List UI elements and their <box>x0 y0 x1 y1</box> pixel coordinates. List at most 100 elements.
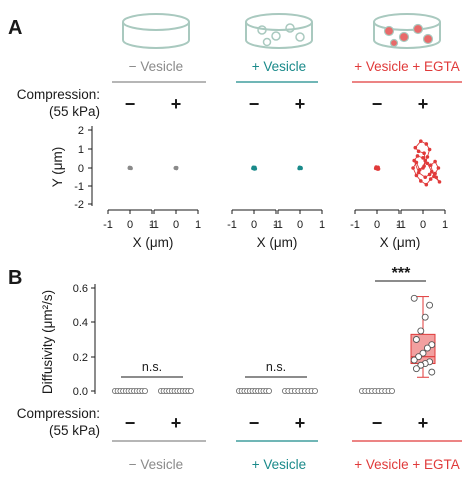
trajectory-point <box>422 164 426 168</box>
x-tick-label: -1 <box>350 219 360 231</box>
data-point <box>417 361 425 369</box>
panel-b-minus-3: − <box>372 413 383 433</box>
panel-a-plus-3: + <box>418 94 429 114</box>
data-point <box>410 356 418 364</box>
panel-a-plus-2: + <box>295 94 306 114</box>
data-point <box>428 341 436 349</box>
x-tick-label: -1 <box>227 219 237 231</box>
panel-b-condition-3-label: + Vesicle + EGTA <box>354 457 460 472</box>
data-point <box>412 336 420 343</box>
data-point <box>423 344 431 352</box>
x-tick-label: 1 <box>273 219 279 231</box>
empty-dish-icon <box>122 13 190 49</box>
x-tick-label: -1 <box>103 219 113 231</box>
panel-a-y-tick-label: 1 <box>78 144 84 156</box>
trajectory-point <box>252 167 257 171</box>
panel-b-minus-1: − <box>125 413 136 433</box>
panel-a-y-axis-label: Y (μm) <box>50 147 65 188</box>
x-tick-label: 0 <box>251 219 257 231</box>
panel-b-y-tick-label: 0.0 <box>73 386 88 398</box>
trajectory-point <box>423 158 428 163</box>
panel-b-label: B <box>8 267 22 289</box>
x-tick-label: 1 <box>396 219 402 231</box>
panel-b-y-tick-label: 0.2 <box>73 352 88 364</box>
trajectory-point <box>414 173 419 178</box>
trajectory-point <box>415 154 420 158</box>
data-point <box>419 349 427 357</box>
trajectory-point <box>419 139 423 143</box>
panel-b-plus-2: + <box>295 413 306 433</box>
trajectory-point <box>424 142 429 146</box>
panel-a-condition-1-label: − Vesicle <box>129 59 183 74</box>
x-tick-label: 0 <box>173 219 179 231</box>
panel-b-plus-1: + <box>171 413 182 433</box>
vesicle-dish-icon <box>245 13 313 49</box>
x-tick-label: 0 <box>297 219 303 231</box>
x-tick-label: 0 <box>420 219 426 231</box>
trajectory-point <box>425 155 430 159</box>
panel-a-condition-3-label: + Vesicle + EGTA <box>354 59 460 74</box>
data-point <box>265 387 272 394</box>
trajectory-point <box>419 179 423 183</box>
panel-b-compression-label: Compression: <box>17 406 100 421</box>
panel-b-y-tick-label: 0.4 <box>73 317 88 329</box>
trajectory-point <box>428 177 433 181</box>
trajectory-point <box>430 169 434 174</box>
trajectory-point <box>427 172 432 177</box>
trajectory-point <box>425 161 430 166</box>
panel-a-x-axis-label: X (μm) <box>133 235 174 250</box>
panel-a-compression-label: Compression: <box>17 87 100 102</box>
trajectory-point <box>417 168 422 172</box>
trajectory-point <box>173 165 178 170</box>
trajectory-point <box>413 145 418 150</box>
x-tick-label: 0 <box>127 219 133 231</box>
panel-b-minus-2: − <box>249 413 260 433</box>
trajectory-point <box>433 159 437 164</box>
x-tick-label: -1 <box>396 219 406 231</box>
panel-b-y-axis-label: Diffusivity (μm²/s) <box>40 290 55 394</box>
panel-b-diffusivity-plot <box>112 294 436 394</box>
trajectory-point <box>433 171 437 176</box>
panel-b-condition-1-label: − Vesicle <box>129 457 183 472</box>
trajectory-point <box>412 158 417 163</box>
panel-a-y-tick-label: -2 <box>74 199 84 211</box>
panel-b-compression-kpa: (55 kPa) <box>49 423 100 438</box>
panel-b-condition-2-label: + Vesicle <box>252 457 306 472</box>
trajectory-point <box>424 182 429 187</box>
panel-b-plus-3: + <box>418 413 429 433</box>
trajectory-point <box>423 175 428 180</box>
x-tick-label: 1 <box>149 219 155 231</box>
data-point <box>412 365 420 373</box>
trajectory-point <box>422 151 426 155</box>
panel-a-y-tick-label: 2 <box>78 125 84 137</box>
panel-b-y-tick-label: 0.6 <box>73 283 88 295</box>
data-point <box>388 387 395 394</box>
x-tick-label: 1 <box>442 219 448 231</box>
trajectory-point <box>411 166 415 170</box>
panel-a-compression-kpa: (55 kPa) <box>49 104 100 119</box>
panel-a-x-axes: -1 0 1-1 0 1 -1 0 1-1 0 1 -1 0 1-1 0 1 <box>103 209 448 231</box>
panel-a-y-axis <box>88 126 93 206</box>
data-point <box>428 368 436 376</box>
trajectory-point <box>416 149 421 154</box>
trajectory-point <box>434 175 439 180</box>
data-point <box>141 387 148 394</box>
trajectory-point <box>375 167 380 171</box>
data-point <box>421 313 429 321</box>
x-tick-label: -1 <box>149 219 159 231</box>
data-point <box>187 387 194 394</box>
data-point <box>426 301 434 309</box>
panel-a-trajectories <box>127 139 442 187</box>
trajectory-point <box>428 163 433 168</box>
panel-a-label: A <box>8 17 22 39</box>
red-vesicle-dish-icon <box>373 13 441 49</box>
panel-a-x-axis-label: X (μm) <box>380 235 421 250</box>
data-point <box>311 387 318 394</box>
panel-a-condition-2-label: + Vesicle <box>252 59 306 74</box>
trajectory-point <box>127 165 132 170</box>
trajectory-point <box>436 166 441 170</box>
panel-a-minus-2: − <box>249 94 260 114</box>
panel-a-y-tick-label: 0 <box>78 163 84 175</box>
trajectory-point <box>421 156 425 160</box>
